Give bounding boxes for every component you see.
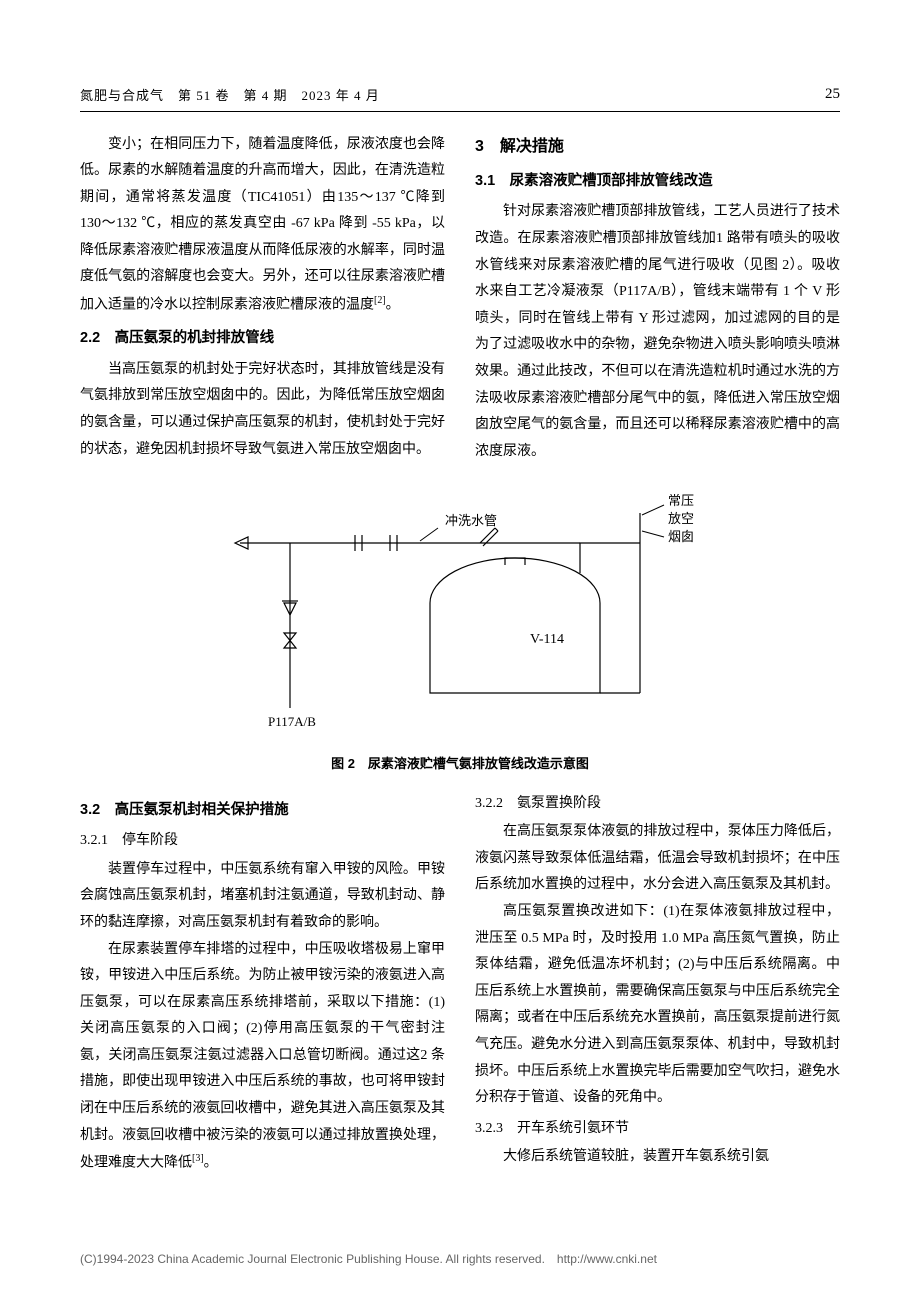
- heading-3-2: 3.2 高压氨泵机封相关保护措施: [80, 797, 445, 825]
- page-number: 25: [825, 80, 840, 109]
- paragraph: 在高压氨泵泵体液氨的排放过程中，泵体压力降低后，液氨闪蒸导致泵体低温结霜，低温会…: [475, 819, 840, 899]
- paragraph: 针对尿素溶液贮槽顶部排放管线，工艺人员进行了技术改造。在尿素溶液贮槽顶部排放管线…: [475, 199, 840, 465]
- journal-info: 氮肥与合成气 第 51 卷 第 4 期 2023 年 4 月: [80, 84, 380, 109]
- heading-3-2-1: 3.2.1 停车阶段: [80, 828, 445, 855]
- text: 。: [386, 298, 400, 313]
- label-pump: P117A/B: [268, 714, 316, 729]
- label-stack-1: 常压: [668, 493, 694, 508]
- figure-svg: 冲洗水管 V-114 P117A/B 常压 放空 烟囱: [180, 483, 740, 733]
- body-columns: 变小；在相同压力下，随着温度降低，尿液浓度也会降低。尿素的水解随着温度的升高而增…: [80, 132, 840, 1178]
- text: 。: [204, 1156, 218, 1171]
- citation-ref: [2]: [374, 295, 386, 306]
- footer-copyright: (C)1994-2023 China Academic Journal Elec…: [80, 1248, 840, 1271]
- figure-caption: 图 2 尿素溶液贮槽气氨排放管线改造示意图: [80, 752, 840, 777]
- heading-2-2: 2.2 高压氨泵的机封排放管线: [80, 325, 445, 353]
- paragraph: 在尿素装置停车排塔的过程中，中压吸收塔极易上窜甲铵，甲铵进入中压后系统。为防止被…: [80, 937, 445, 1178]
- paragraph: 大修后系统管道较脏，装置开车氨系统引氨: [475, 1144, 840, 1171]
- text: 变小；在相同压力下，随着温度降低，尿液浓度也会降低。尿素的水解随着温度的升高而增…: [80, 137, 445, 313]
- paragraph: 高压氨泵置换改进如下：(1)在泵体液氨排放过程中，泄压至 0.5 MPa 时，及…: [475, 899, 840, 1112]
- page-header: 氮肥与合成气 第 51 卷 第 4 期 2023 年 4 月 25: [80, 80, 840, 112]
- label-v114: V-114: [530, 632, 564, 647]
- label-stack-3: 烟囱: [668, 529, 694, 544]
- label-stack-2: 放空: [668, 511, 694, 526]
- heading-3: 3 解决措施: [475, 132, 840, 162]
- figure-2: 冲洗水管 V-114 P117A/B 常压 放空 烟囱 图 2 尿素溶液贮槽气氨…: [80, 483, 840, 776]
- paragraph: 装置停车过程中，中压氨系统有窜入甲铵的风险。甲铵会腐蚀高压氨泵机封，堵塞机封注氨…: [80, 857, 445, 937]
- label-wash: 冲洗水管: [445, 513, 497, 528]
- heading-3-2-3: 3.2.3 开车系统引氨环节: [475, 1116, 840, 1143]
- heading-3-1: 3.1 尿素溶液贮槽顶部排放管线改造: [475, 168, 840, 196]
- paragraph: 当高压氨泵的机封处于完好状态时，其排放管线是没有气氨排放到常压放空烟囱中的。因此…: [80, 357, 445, 463]
- heading-3-2-2: 3.2.2 氨泵置换阶段: [475, 791, 840, 818]
- paragraph: 变小；在相同压力下，随着温度降低，尿液浓度也会降低。尿素的水解随着温度的升高而增…: [80, 132, 445, 320]
- text: 在尿素装置停车排塔的过程中，中压吸收塔极易上窜甲铵，甲铵进入中压后系统。为防止被…: [80, 942, 445, 1171]
- citation-ref: [3]: [192, 1153, 204, 1164]
